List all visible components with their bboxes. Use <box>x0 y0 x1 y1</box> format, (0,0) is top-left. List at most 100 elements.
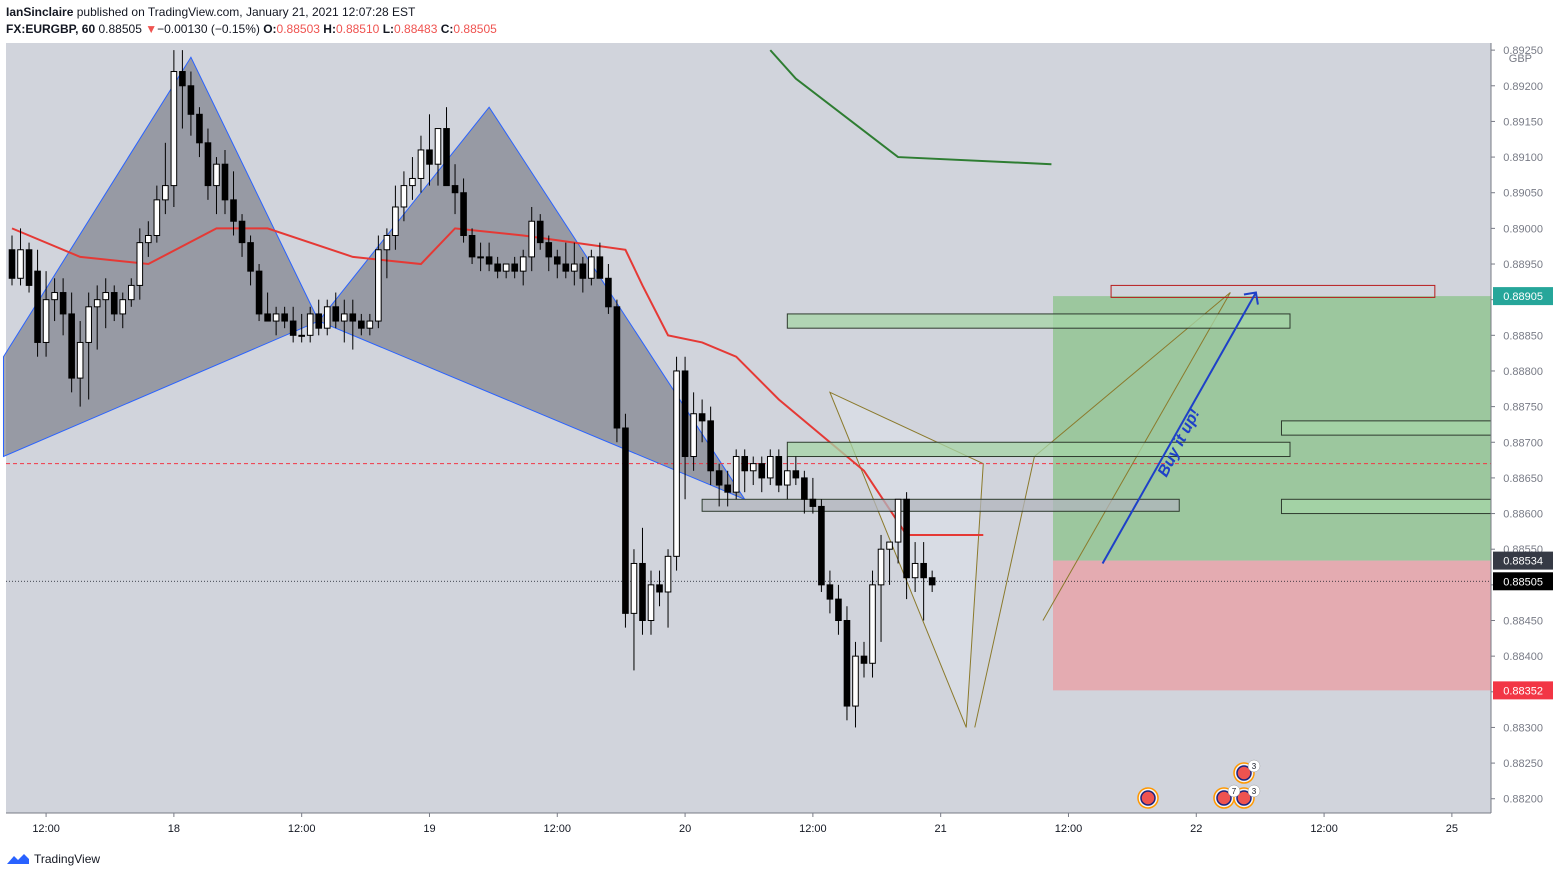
candle <box>920 542 927 621</box>
candle-body <box>85 306 92 343</box>
x-tick-label: 22 <box>1190 823 1202 835</box>
candle-body <box>170 71 178 187</box>
ma-green-line <box>769 49 1052 166</box>
stop-price-tag <box>1493 681 1553 700</box>
candle <box>196 107 203 158</box>
candle <box>477 242 484 272</box>
candle-body <box>238 220 246 244</box>
candle-body <box>230 199 237 222</box>
candle <box>127 278 135 307</box>
candle-body <box>715 470 723 486</box>
candle <box>187 71 195 136</box>
candle <box>809 477 817 514</box>
x-tick-label: 12:00 <box>32 823 60 835</box>
candle-body <box>34 270 41 343</box>
candle-body <box>613 306 621 429</box>
candle <box>579 256 587 293</box>
candle <box>102 278 110 329</box>
candle-body <box>17 249 24 279</box>
candle <box>852 641 859 728</box>
target-price-tag-text: 0.88905 <box>1503 291 1543 303</box>
candle <box>358 313 365 336</box>
candle <box>51 278 58 322</box>
y-tick-label: 0.89150 <box>1503 116 1543 128</box>
candle-body <box>681 370 689 458</box>
chart-canvas[interactable]: Buy it up!7 33 0.892500.892000.891500.891… <box>0 0 1559 850</box>
stop-price-tag-text: 0.88352 <box>1503 685 1543 697</box>
entry-price-tag-text: 0.88534 <box>1503 556 1543 568</box>
candle-body <box>818 505 825 586</box>
candle-body <box>673 370 680 557</box>
stop-zone <box>1053 560 1491 691</box>
candle <box>93 285 101 350</box>
flag-icon <box>1140 790 1156 806</box>
candle-body <box>758 463 766 479</box>
candle-body <box>562 263 570 272</box>
candle <box>264 292 271 322</box>
candle-body <box>809 498 817 507</box>
flag-icon <box>1236 790 1252 806</box>
candle <box>230 171 237 236</box>
candle <box>519 249 527 286</box>
candle-body <box>136 242 144 286</box>
x-tick-label: 12:00 <box>288 823 316 835</box>
y-tick-label: 0.88950 <box>1503 259 1543 271</box>
candle-body <box>375 249 382 322</box>
candle-body <box>698 413 706 422</box>
candle-body <box>340 313 348 322</box>
candle-body <box>298 334 305 337</box>
candle <box>136 228 144 300</box>
candle-body <box>886 541 893 550</box>
y-tick-label: 0.88400 <box>1503 651 1543 663</box>
candle-body <box>315 313 323 329</box>
candle <box>59 278 67 336</box>
candle <box>204 128 212 200</box>
y-tick-label: 0.88850 <box>1503 330 1543 342</box>
candle-body <box>749 463 757 472</box>
candle <box>775 449 783 493</box>
arrow-head-icon <box>1243 291 1259 305</box>
candle-body <box>656 584 663 593</box>
candle-body <box>596 256 604 279</box>
candle-body <box>860 655 868 664</box>
candle-body <box>460 192 467 237</box>
candle <box>272 306 280 336</box>
candle-body <box>724 484 731 493</box>
candle <box>928 570 936 592</box>
footer-brand[interactable]: TradingView <box>6 852 100 866</box>
candle-body <box>784 470 791 486</box>
candle <box>698 399 706 443</box>
author-name[interactable]: IanSinclaire <box>6 5 74 19</box>
candle <box>826 570 834 614</box>
y-tick-label: 0.88300 <box>1503 722 1543 734</box>
candle-body <box>605 277 612 308</box>
candle-body <box>213 163 220 187</box>
candle-body <box>119 299 127 315</box>
candle-body <box>536 220 544 244</box>
y-tick-label: 0.88700 <box>1503 437 1543 449</box>
candle <box>869 570 876 678</box>
candle-body <box>349 313 357 322</box>
candle-body <box>622 427 629 614</box>
candle-body <box>162 185 169 201</box>
candle-body <box>852 655 859 707</box>
last-price-tag <box>1493 572 1553 591</box>
candle-body <box>93 299 101 308</box>
target-box <box>1110 284 1436 298</box>
candle-body <box>732 456 740 493</box>
candle <box>749 456 757 486</box>
open-value: 0.88503 <box>276 22 320 36</box>
candle-body <box>477 256 484 259</box>
candle-body <box>843 620 851 707</box>
candle <box>349 299 357 350</box>
candle <box>485 242 493 272</box>
candle <box>460 178 467 243</box>
candle-body <box>647 584 655 622</box>
candle <box>664 549 672 628</box>
candle <box>622 413 629 628</box>
zone-box-right-2 <box>1280 498 1492 515</box>
buy-arrow <box>1101 292 1257 564</box>
candle-body <box>707 420 714 472</box>
candle-body <box>332 306 340 322</box>
candle-body <box>196 113 203 144</box>
